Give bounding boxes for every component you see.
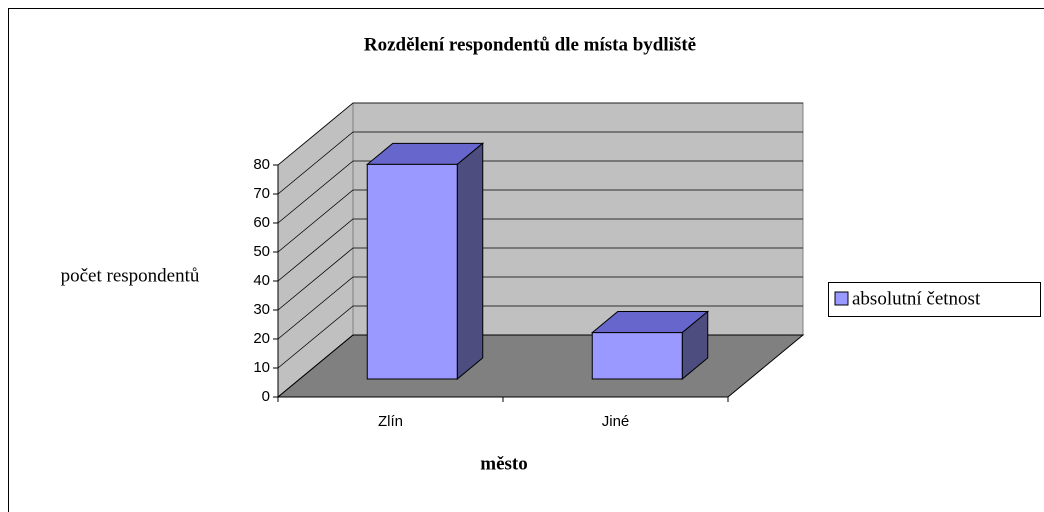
bar bbox=[365, 142, 485, 381]
x-tick-label: Jiné bbox=[602, 413, 630, 430]
grid-line bbox=[277, 247, 803, 311]
chart-title: Rozdělení respondentů dle místa bydliště bbox=[364, 34, 696, 55]
y-tick-label: 40 bbox=[253, 272, 270, 289]
x-tick-label: Zlín bbox=[378, 413, 403, 430]
grid-line bbox=[277, 305, 803, 369]
grid-line bbox=[277, 218, 803, 282]
grid-line bbox=[277, 131, 803, 195]
y-tick-label: 80 bbox=[253, 156, 270, 173]
y-axis-label: počet respondentů bbox=[61, 265, 200, 286]
y-tick-label: 60 bbox=[253, 214, 270, 231]
y-tick-label: 0 bbox=[262, 388, 270, 405]
bar-side bbox=[456, 142, 484, 381]
legend-box bbox=[828, 282, 1041, 317]
bar-front bbox=[591, 332, 683, 380]
y-tick-label: 70 bbox=[253, 185, 270, 202]
grid-line bbox=[277, 276, 803, 340]
y-tick-label: 50 bbox=[253, 243, 270, 260]
grid-line bbox=[277, 102, 803, 166]
grid-line bbox=[277, 189, 803, 253]
legend-label: absolutní četnost bbox=[852, 288, 981, 309]
y-tick-label: 30 bbox=[253, 301, 270, 318]
bar-front bbox=[366, 163, 458, 380]
y-tick-label: 20 bbox=[253, 330, 270, 347]
legend-swatch bbox=[834, 291, 849, 306]
y-tick-label: 10 bbox=[253, 359, 270, 376]
grid-line bbox=[277, 160, 803, 224]
bar bbox=[590, 310, 710, 381]
x-axis-label: město bbox=[480, 453, 527, 474]
floor bbox=[276, 334, 805, 398]
